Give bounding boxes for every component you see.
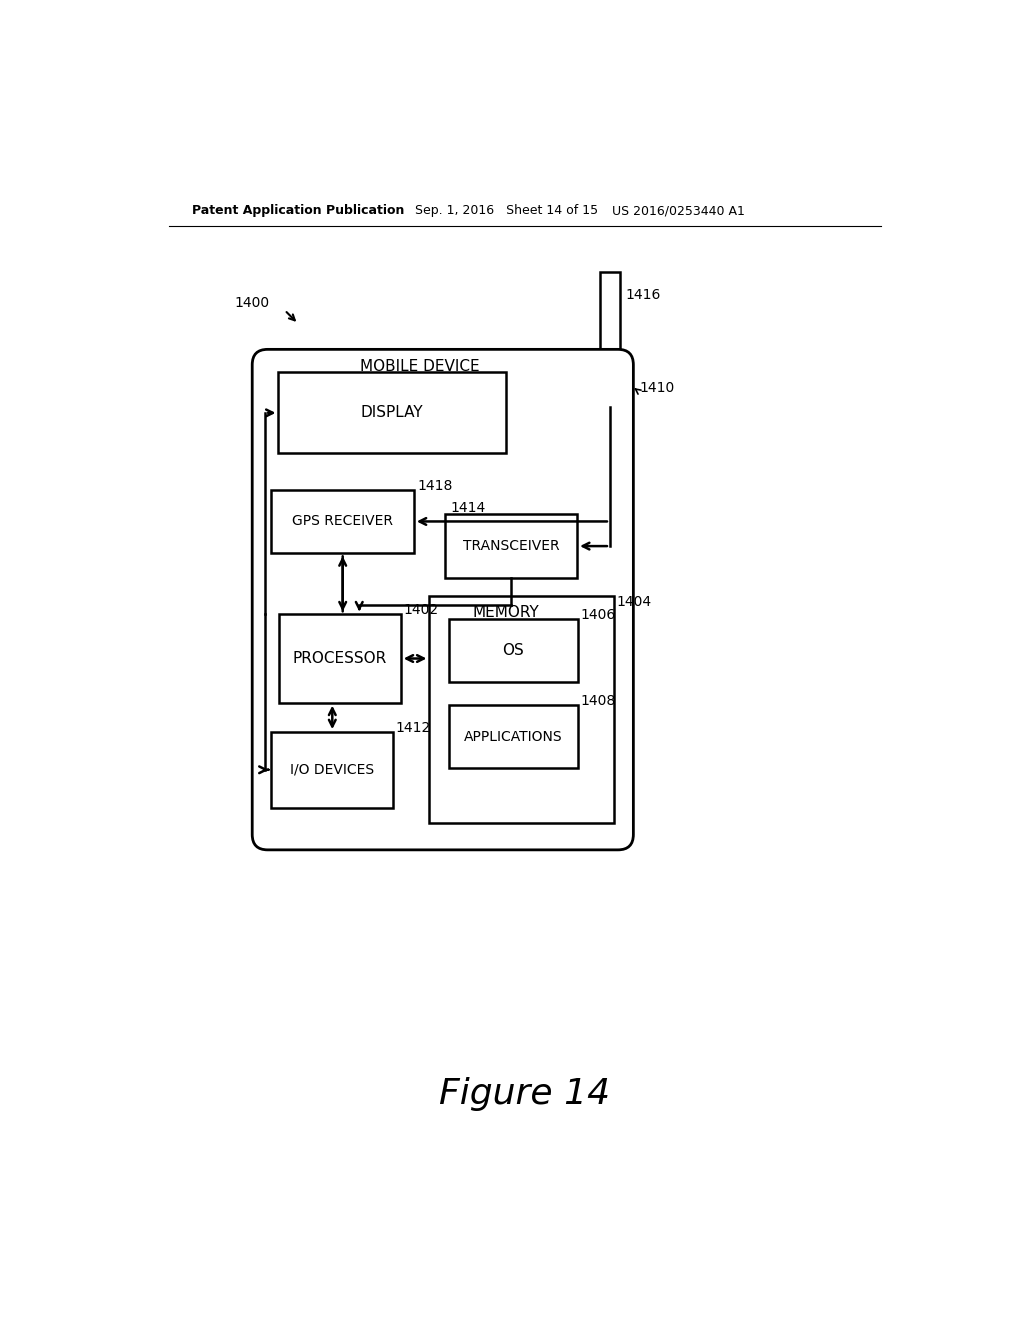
Text: 1408: 1408	[581, 694, 615, 709]
FancyBboxPatch shape	[252, 350, 634, 850]
Text: TRANSCEIVER: TRANSCEIVER	[463, 539, 559, 553]
Bar	[271, 490, 414, 553]
Text: 1404: 1404	[616, 595, 651, 609]
Text: Sep. 1, 2016   Sheet 14 of 15: Sep. 1, 2016 Sheet 14 of 15	[416, 205, 599, 218]
Bar	[279, 372, 506, 453]
Text: 1400: 1400	[234, 296, 269, 310]
Bar	[449, 619, 578, 682]
Text: I/O DEVICES: I/O DEVICES	[290, 763, 375, 776]
Text: DISPLAY: DISPLAY	[360, 405, 423, 420]
Bar	[444, 515, 578, 578]
Text: 1402: 1402	[403, 603, 438, 618]
Text: 1414: 1414	[451, 502, 486, 515]
Bar	[449, 705, 578, 768]
Text: 1418: 1418	[418, 479, 454, 492]
Bar	[271, 733, 393, 808]
Text: 1412: 1412	[395, 721, 431, 735]
Bar	[280, 614, 400, 702]
Text: Patent Application Publication: Patent Application Publication	[193, 205, 404, 218]
Text: US 2016/0253440 A1: US 2016/0253440 A1	[611, 205, 744, 218]
Text: MEMORY: MEMORY	[473, 605, 540, 620]
Bar	[429, 595, 614, 822]
Text: OS: OS	[503, 643, 524, 657]
Text: Figure 14: Figure 14	[439, 1077, 610, 1111]
Text: 1410: 1410	[640, 381, 675, 395]
Text: 1406: 1406	[581, 609, 615, 622]
Text: MOBILE DEVICE: MOBILE DEVICE	[359, 359, 479, 374]
Text: GPS RECEIVER: GPS RECEIVER	[292, 515, 393, 528]
Text: 1416: 1416	[626, 289, 662, 302]
Text: APPLICATIONS: APPLICATIONS	[464, 730, 562, 743]
Text: PROCESSOR: PROCESSOR	[293, 651, 387, 667]
Bar	[600, 272, 620, 407]
